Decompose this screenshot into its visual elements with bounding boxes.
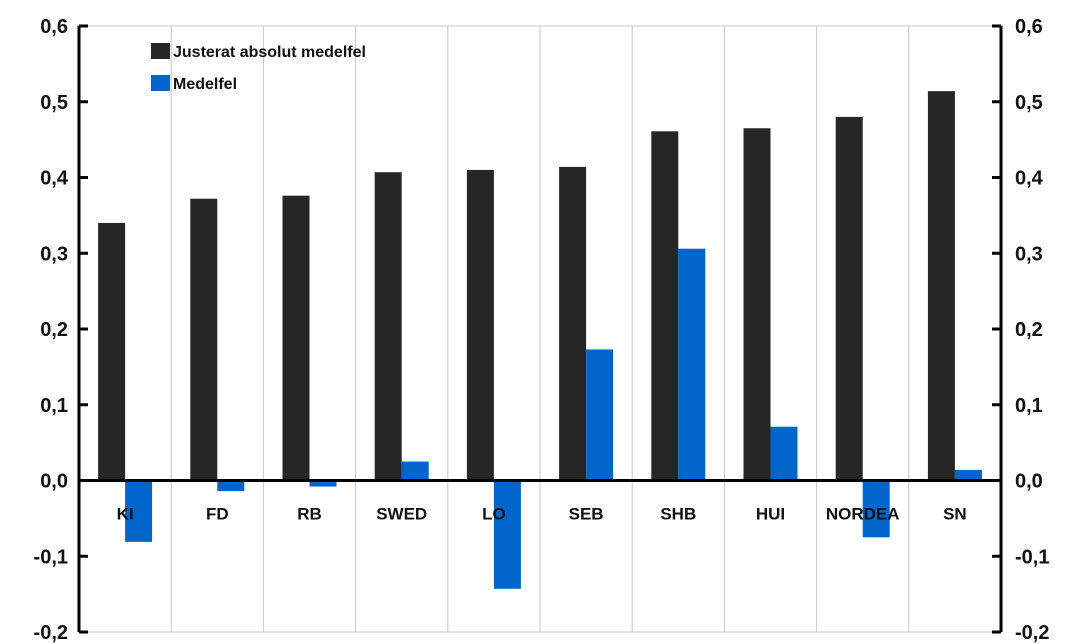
axes <box>77 24 1003 634</box>
left-y-tick-label: 0,2 <box>40 319 68 341</box>
bar-justerat-rb <box>282 195 310 481</box>
legend: Justerat absolut medelfel Medelfel <box>151 43 366 93</box>
legend-swatch <box>151 75 170 91</box>
bar-medelfel-ki <box>125 480 153 542</box>
legend-label: Justerat absolut medelfel <box>173 44 366 61</box>
bar-medelfel-swed <box>401 461 429 481</box>
right-y-tick-label: -0,1 <box>1015 546 1049 568</box>
left-y-tick-label: -0,1 <box>34 546 68 568</box>
bar-medelfel-lo <box>493 480 521 589</box>
bar-justerat-swed <box>374 172 402 481</box>
category-label: LO <box>482 505 506 524</box>
bar-justerat-fd <box>190 198 218 481</box>
right-y-tick-label: 0,1 <box>1015 395 1043 417</box>
category-label: NORDEA <box>826 505 900 524</box>
category-label: FD <box>206 505 229 524</box>
right-y-tick-label: 0,5 <box>1015 92 1043 114</box>
category-label: SN <box>943 505 967 524</box>
right-y-tick-label: 0,0 <box>1015 471 1043 493</box>
bar-justerat-ki <box>98 222 126 481</box>
right-y-tick-label: 0,6 <box>1015 16 1043 38</box>
bar-medelfel-sn <box>954 469 982 481</box>
left-y-tick-label: 0,5 <box>40 92 68 114</box>
left-y-tick-label: 0,0 <box>40 471 68 493</box>
bar-medelfel-shb <box>678 248 706 481</box>
bar-medelfel-rb <box>309 480 337 487</box>
right-y-tick-label: 0,3 <box>1015 243 1043 265</box>
category-label: KI <box>117 505 134 524</box>
left-y-tick-label: -0,2 <box>34 622 68 644</box>
bar-justerat-lo <box>466 169 494 481</box>
category-label: SEB <box>569 505 604 524</box>
category-label: HUI <box>756 505 785 524</box>
grid-lines <box>79 25 1001 633</box>
bar-justerat-sn <box>927 91 955 481</box>
bars <box>98 91 982 589</box>
category-label: SWED <box>376 505 427 524</box>
bar-justerat-hui <box>743 128 771 481</box>
bar-medelfel-hui <box>770 426 798 481</box>
labels: 0,6 0,6 0,5 0,5 0,4 0,4 0,3 0,3 0,2 0,2 0,1 0,1 0,0 0… <box>34 16 1050 644</box>
bar-justerat-nordea <box>835 116 863 481</box>
left-y-tick-label: 0,4 <box>40 168 69 190</box>
bar-medelfel-seb <box>586 349 614 481</box>
left-y-tick-label: 0,6 <box>40 16 68 38</box>
bar-medelfel-nordea <box>862 480 890 538</box>
left-y-tick-label: 0,1 <box>40 395 68 417</box>
left-y-tick-label: 0,3 <box>40 243 68 265</box>
legend-label: Medelfel <box>173 76 237 93</box>
category-label: RB <box>297 505 322 524</box>
bar-medelfel-fd <box>217 480 245 492</box>
right-y-tick-label: 0,2 <box>1015 319 1043 341</box>
legend-swatch <box>151 43 170 59</box>
bar-justerat-shb <box>651 131 679 481</box>
category-label: SHB <box>660 505 696 524</box>
right-y-tick-label: -0,2 <box>1015 622 1049 644</box>
right-y-tick-label: 0,4 <box>1015 168 1044 190</box>
bar-justerat-seb <box>559 166 587 481</box>
